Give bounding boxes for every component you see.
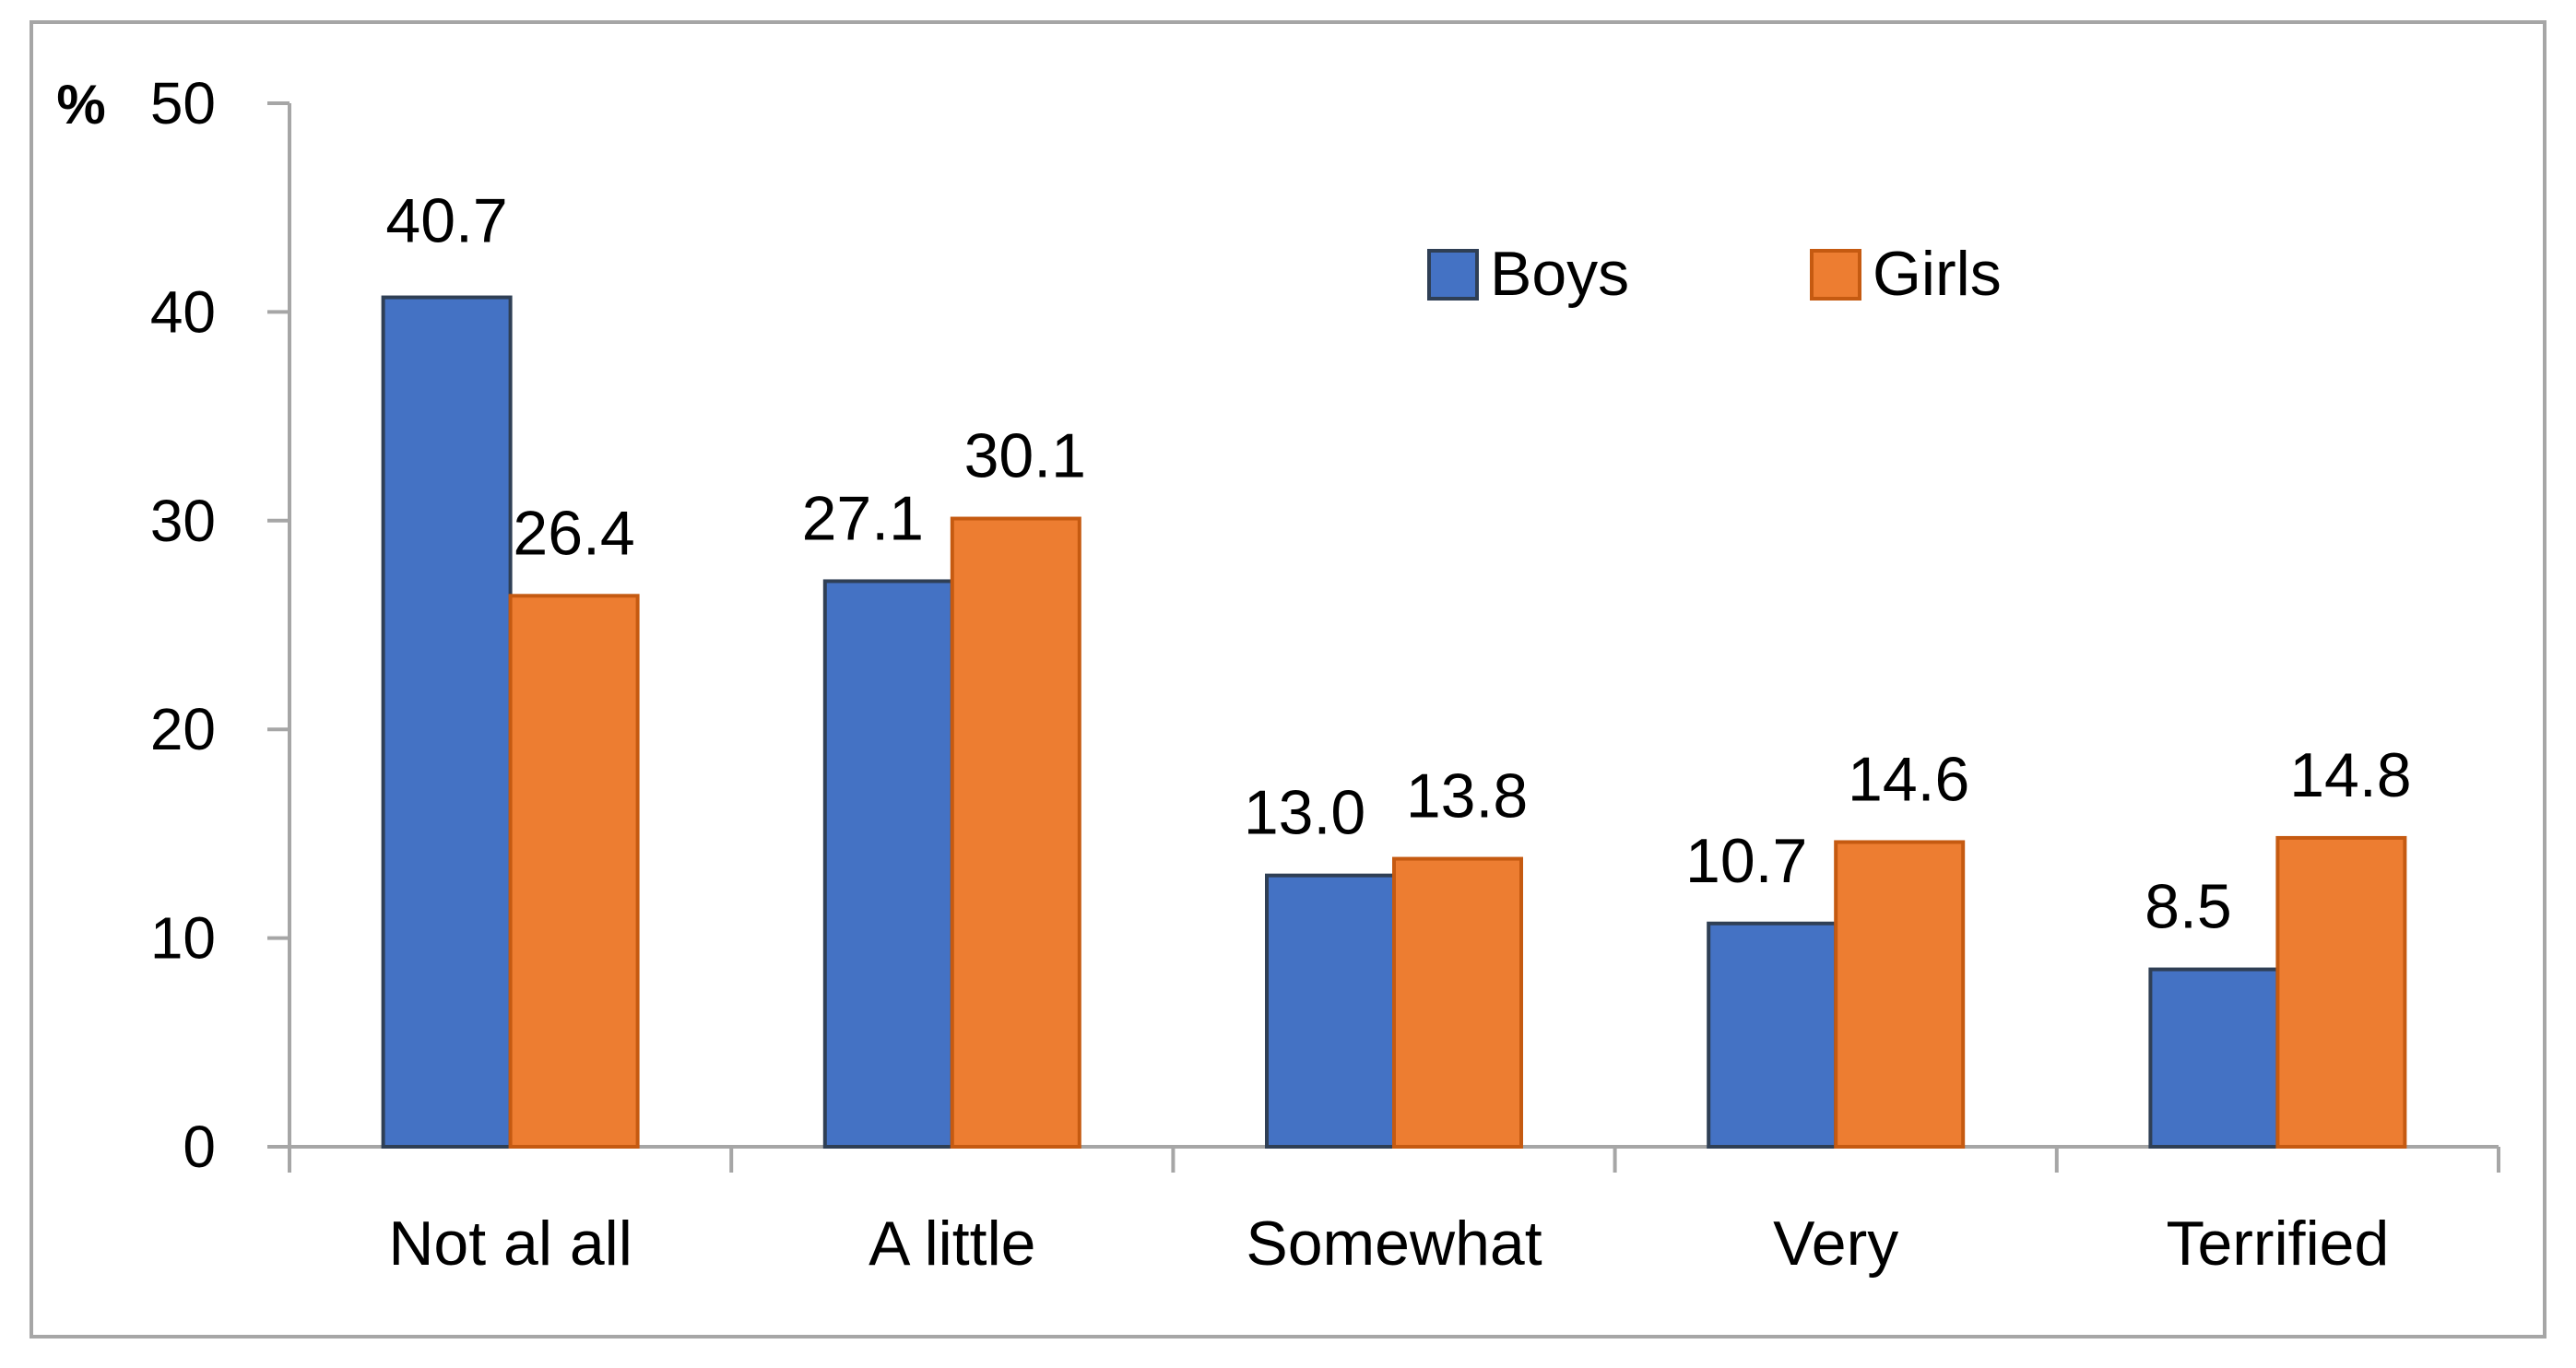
legend-label-boys: Boys	[1490, 239, 1629, 309]
data-label: 10.7	[1685, 826, 1807, 896]
bar-boys	[1707, 921, 1838, 1150]
y-tick-label: 40	[150, 278, 216, 345]
data-label: 13.8	[1406, 761, 1528, 831]
data-labels: 40.7 27.1 13.0 10.7 8.5 26.4 30.1 13.8 14.6 14.8	[385, 186, 2411, 942]
data-label: 30.1	[964, 421, 1086, 491]
bar-boys	[822, 579, 954, 1149]
bar-girls	[1834, 840, 1966, 1149]
legend: Boys Girls	[1427, 239, 2002, 309]
bar-girls	[508, 594, 640, 1149]
bar-boys	[381, 295, 513, 1149]
bar-girls	[950, 516, 1081, 1149]
bar-boys	[2148, 967, 2280, 1150]
x-tick-label: A little	[869, 1209, 1035, 1279]
x-tick-label: Very	[1773, 1209, 1898, 1279]
data-label: 8.5	[2145, 872, 2232, 942]
y-tick-label: 0	[183, 1114, 216, 1180]
y-axis-label: %	[56, 74, 105, 136]
data-label: 13.0	[1244, 778, 1365, 848]
data-label: 14.8	[2289, 740, 2411, 810]
y-tick-label: 50	[150, 70, 216, 136]
data-label: 40.7	[385, 186, 507, 256]
legend-label-girls: Girls	[1873, 239, 2002, 309]
bars	[381, 295, 2407, 1150]
x-tick-label: Terrified	[2166, 1209, 2389, 1279]
x-tick-label: Not al all	[388, 1209, 632, 1279]
y-tick-label: 10	[150, 905, 216, 972]
data-label: 14.6	[1848, 744, 1969, 814]
bar-girls	[1392, 856, 1523, 1149]
bar-boys	[1265, 873, 1396, 1149]
axes: 0 10 20 30 40 50 Not al all A little Somewhat Ver…	[150, 70, 2500, 1279]
data-label: 27.1	[802, 483, 924, 553]
data-label: 26.4	[513, 498, 634, 568]
x-tick-label: Somewhat	[1246, 1209, 1542, 1279]
legend-swatch-boys	[1427, 249, 1479, 301]
y-tick-label: 30	[150, 488, 216, 554]
y-tick-label: 20	[150, 696, 216, 762]
legend-swatch-girls	[1810, 249, 1861, 301]
bar-girls	[2275, 835, 2407, 1149]
